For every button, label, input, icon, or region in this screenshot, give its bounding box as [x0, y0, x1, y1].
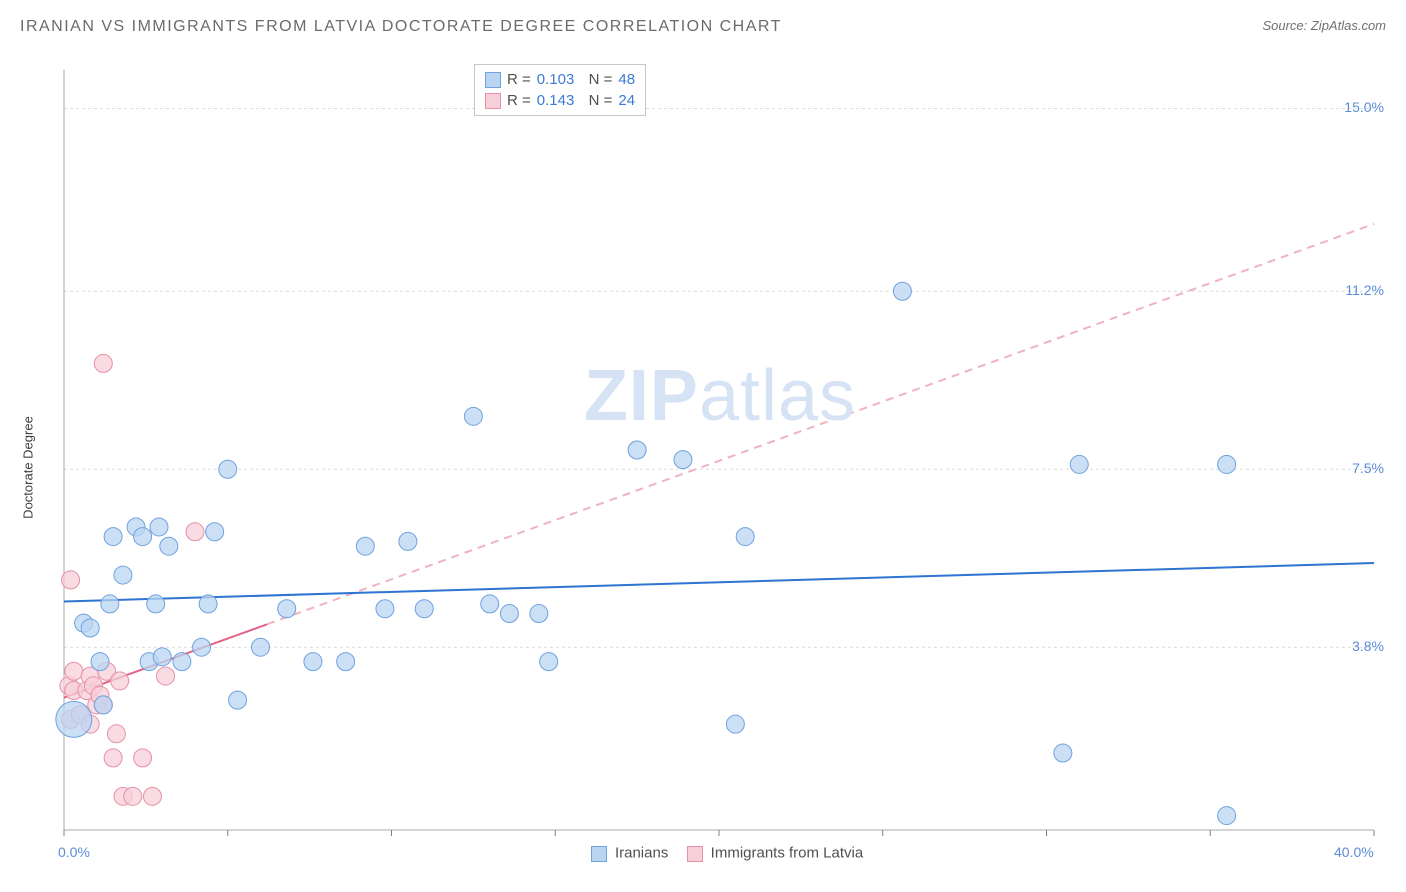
legend-label: Immigrants from Latvia [711, 845, 864, 862]
x-tick-label: 40.0% [1334, 844, 1374, 860]
chart-title: IRANIAN VS IMMIGRANTS FROM LATVIA DOCTOR… [20, 18, 782, 36]
r-value: 0.103 [537, 71, 575, 88]
legend-series: Iranians Immigrants from Latvia [52, 844, 1388, 862]
swatch-icon [485, 72, 501, 88]
swatch-icon [591, 846, 607, 862]
header: IRANIAN VS IMMIGRANTS FROM LATVIA DOCTOR… [0, 0, 1406, 44]
legend-label: Iranians [615, 845, 668, 862]
n-value: 24 [618, 92, 635, 109]
n-value: 48 [618, 71, 635, 88]
x-tick-label: 0.0% [58, 844, 90, 860]
y-tick-label: 11.2% [1345, 282, 1384, 298]
chart-area: Doctorate Degree ZIPatlas R = 0.103 N = … [52, 60, 1388, 860]
y-axis-label: Doctorate Degree [21, 416, 36, 519]
swatch-icon [485, 93, 501, 109]
r-value: 0.143 [537, 92, 575, 109]
scatter-plot [52, 60, 1388, 860]
legend-stats: R = 0.103 N = 48 R = 0.143 N = 24 [474, 64, 646, 116]
y-tick-label: 3.8% [1352, 638, 1384, 654]
y-tick-label: 15.0% [1344, 99, 1384, 115]
swatch-icon [687, 846, 703, 862]
legend-stats-row: R = 0.103 N = 48 [485, 69, 635, 90]
source-label: Source: ZipAtlas.com [1262, 18, 1386, 33]
legend-stats-row: R = 0.143 N = 24 [485, 90, 635, 111]
y-tick-label: 7.5% [1352, 460, 1384, 476]
